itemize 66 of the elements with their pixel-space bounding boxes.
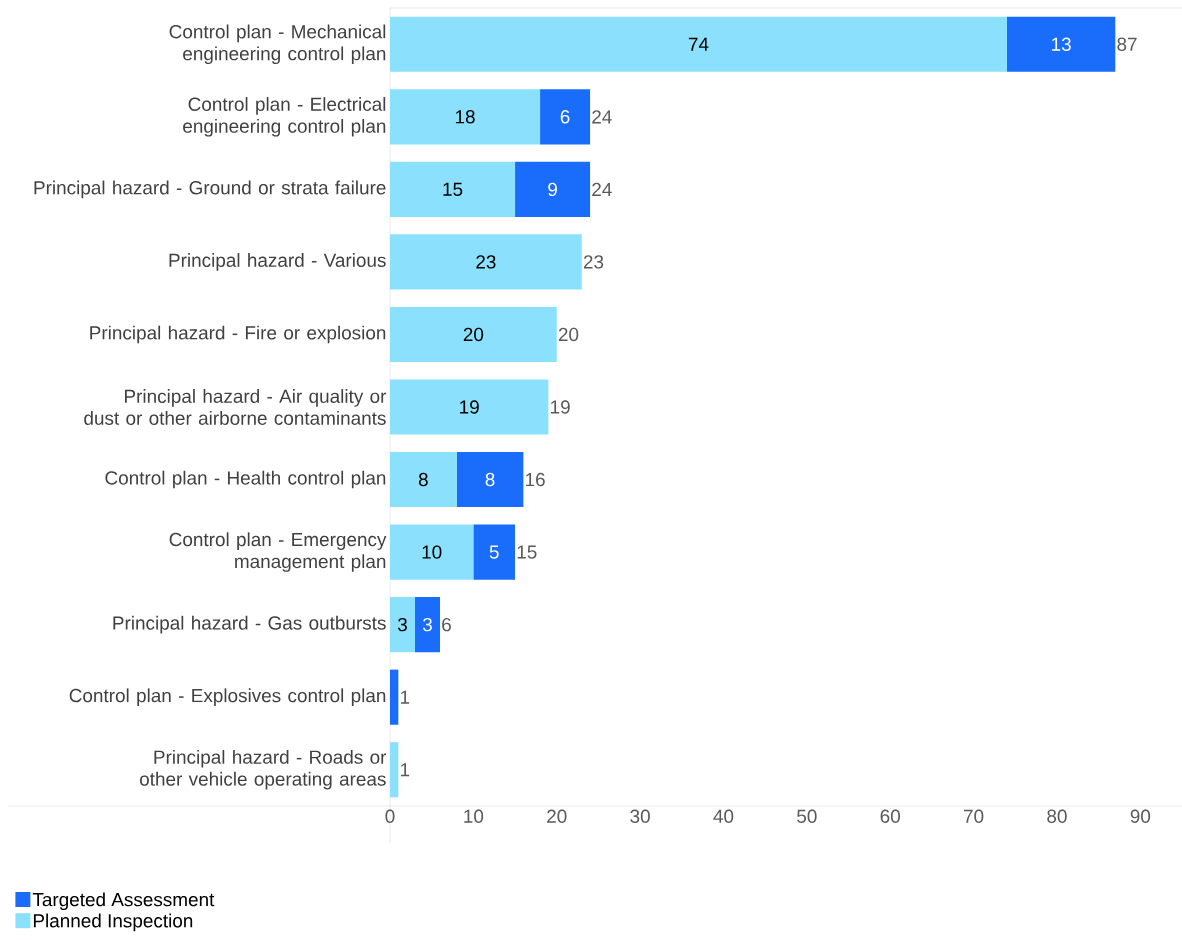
y-tick-label: Principal hazard - Fire or explosion — [90, 325, 386, 344]
bar — [390, 89, 541, 145]
legend-label: Targeted Assessment — [32, 892, 215, 911]
x-tick-label: 10 — [464, 809, 484, 823]
y-tick-label: Control plan - Explosives control plan — [69, 688, 386, 707]
bar — [415, 597, 441, 653]
data-label: 3 — [422, 617, 432, 632]
y-tick-label: Principal hazard - Ground or strata failure — [34, 180, 386, 199]
bar — [390, 16, 1007, 72]
data-label: 23 — [476, 255, 496, 269]
x-tick-label: 20 — [547, 809, 567, 823]
total-label: 20 — [558, 327, 579, 342]
legend-label: Planned Inspection — [33, 913, 193, 932]
total-label: 87 — [1117, 37, 1137, 51]
data-label: 8 — [418, 472, 428, 487]
y-tick-label: Control plan - Mechanical engineering control plan — [169, 24, 386, 65]
data-label: 9 — [548, 182, 557, 197]
data-label: 8 — [485, 472, 495, 487]
y-tick-label: Principal hazard - Roads or other vehicle operating areas — [139, 749, 387, 790]
data-label: 13 — [1052, 37, 1071, 51]
x-tick-label: 40 — [713, 809, 734, 823]
data-label: 3 — [397, 617, 407, 632]
bar — [515, 161, 591, 217]
bar — [390, 597, 415, 653]
data-label: 20 — [463, 327, 484, 342]
y-tick-label: Principal hazard - Air quality or dust or other airborne contaminants — [84, 389, 387, 425]
x-tick-label: 50 — [797, 809, 817, 823]
y-tick-label: Principal hazard - Gas outbursts — [113, 615, 386, 634]
total-label: 15 — [517, 545, 537, 559]
total-label: 24 — [592, 110, 612, 124]
bar — [1006, 16, 1116, 72]
bar — [540, 89, 591, 145]
bar — [390, 451, 457, 508]
data-label: 74 — [688, 37, 709, 51]
x-tick-label: 70 — [964, 809, 984, 823]
data-label: 18 — [455, 110, 475, 124]
total-label: 1 — [400, 690, 410, 704]
bar — [473, 524, 516, 580]
y-tick-label: Principal hazard - Various — [169, 253, 386, 271]
bar — [390, 379, 549, 435]
bar — [390, 161, 516, 217]
x-tick-label: 80 — [1047, 809, 1067, 823]
total-label: 23 — [583, 255, 604, 269]
data-label: 15 — [443, 182, 463, 196]
y-tick-label: Control plan - Emergency management plan — [169, 532, 387, 572]
bar — [390, 524, 474, 580]
bar — [390, 234, 582, 290]
x-tick-label: 90 — [1130, 809, 1151, 823]
y-tick-label: Control plan - Health control plan — [105, 470, 386, 489]
data-label: 19 — [460, 400, 479, 414]
total-label: 6 — [442, 617, 451, 632]
total-label: 24 — [592, 182, 612, 196]
data-label: 10 — [422, 545, 442, 559]
bar — [390, 669, 399, 725]
data-label: 6 — [560, 110, 570, 124]
total-label: 1 — [400, 763, 410, 777]
x-tick-label: 0 — [385, 809, 395, 823]
y-tick-label: Control plan - Electrical engineering control plan — [183, 97, 386, 137]
x-tick-label: 30 — [630, 809, 650, 823]
total-label: 16 — [526, 472, 545, 487]
bar — [390, 306, 557, 363]
bar — [390, 742, 399, 798]
x-tick-label: 60 — [880, 809, 900, 823]
bar — [456, 451, 524, 508]
data-label: 5 — [489, 545, 499, 559]
total-label: 19 — [551, 400, 570, 414]
